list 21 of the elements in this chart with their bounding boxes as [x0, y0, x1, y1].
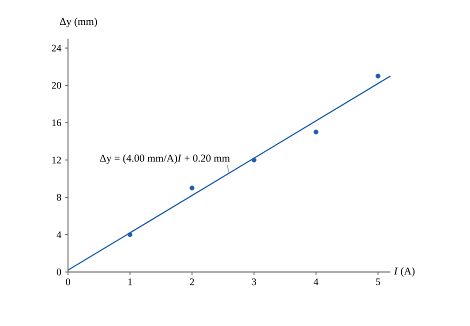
x-axis-title: I (A)	[394, 267, 415, 277]
y-tick-label: 8	[56, 194, 62, 201]
y-tick-label: 0	[56, 268, 62, 276]
point	[128, 232, 132, 238]
x-tick-label: 5	[376, 278, 380, 286]
y-tick-label: 4	[56, 231, 62, 238]
point	[252, 158, 256, 162]
annotation: Δy = (4.00 mm/A)I + 0.20 mm	[100, 154, 230, 164]
y-tick-label: 12	[52, 156, 61, 164]
x-tick-label: 3	[252, 278, 256, 286]
y-tick-label: 20	[52, 82, 62, 89]
point	[190, 186, 194, 190]
point	[314, 130, 318, 134]
x-tick-label: 2	[190, 278, 194, 286]
y-axis-title: Δy (mm)	[60, 18, 98, 28]
x-tick-label: 4	[314, 278, 318, 286]
x-tick-label: 0	[66, 278, 70, 286]
point	[376, 74, 380, 78]
y-tick-label: 24	[52, 44, 62, 52]
y-tick-label: 16	[52, 119, 62, 126]
x-tick-label: 1	[128, 278, 132, 286]
